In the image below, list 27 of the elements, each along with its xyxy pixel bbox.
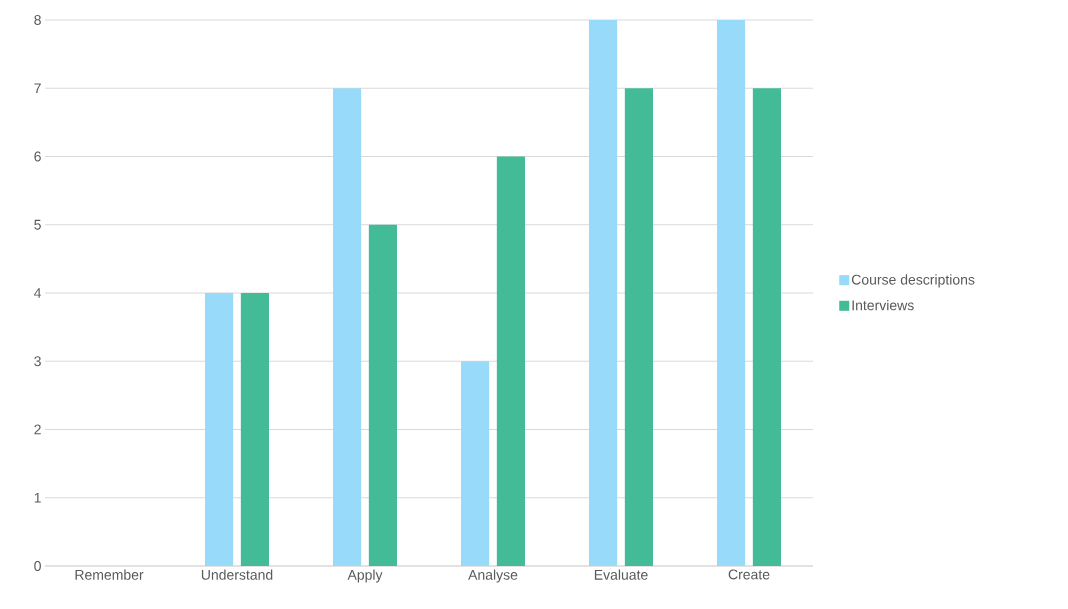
y-tick-label: 0: [34, 561, 41, 571]
bar: [461, 361, 490, 566]
bar: [589, 19, 618, 566]
legend-label: Interviews: [852, 299, 914, 311]
x-tick-label: Create: [728, 569, 770, 580]
y-tick-label: 1: [34, 492, 41, 503]
x-tick-label: Analyse: [468, 569, 518, 583]
bar: [205, 292, 234, 566]
x-tick-label: Understand: [201, 569, 273, 580]
y-tick-label: 2: [34, 424, 41, 435]
x-tick-label: Evaluate: [594, 569, 648, 580]
bar: [368, 224, 398, 566]
y-tick-label: 5: [34, 219, 41, 230]
legend-label: Course descriptions: [851, 274, 975, 288]
x-tick-label: Apply: [347, 569, 383, 583]
bar: [717, 19, 746, 566]
y-tick-label: 4: [34, 288, 42, 298]
bar: [333, 88, 362, 566]
bar: [752, 88, 781, 566]
bar: [624, 88, 653, 566]
y-tick-label: 8: [34, 15, 41, 25]
y-tick-label: 7: [34, 83, 41, 94]
y-tick-label: 6: [34, 151, 41, 162]
bar: [496, 156, 525, 566]
y-tick-label: 3: [34, 356, 41, 367]
x-tick-label: Remember: [75, 569, 144, 580]
bar: [240, 292, 270, 566]
